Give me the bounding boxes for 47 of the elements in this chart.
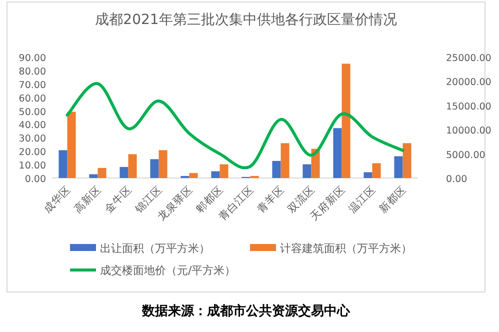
x-tick-label: 新都区 bbox=[376, 182, 409, 216]
bar bbox=[333, 128, 342, 178]
legend-label: 出让面积（万平方米） bbox=[100, 242, 210, 255]
y-tick-label: 50.00 bbox=[18, 106, 46, 118]
bar bbox=[280, 143, 290, 178]
bar bbox=[372, 163, 381, 178]
y-tick-label: 90.00 bbox=[18, 53, 46, 64]
y2-tick-label: 20000.00 bbox=[446, 77, 492, 88]
bar bbox=[394, 156, 403, 178]
bar bbox=[58, 150, 68, 178]
source-note: 数据来源：成都市公共资源交易中心 bbox=[141, 303, 351, 319]
y-tick-label: 30.00 bbox=[18, 134, 46, 145]
bar bbox=[364, 172, 372, 178]
bar bbox=[272, 160, 281, 178]
legend-label: 成交楼面地价（元/平方米） bbox=[100, 264, 236, 277]
y-tick-label: 60.00 bbox=[18, 93, 46, 104]
x-tick-label: 成华区 bbox=[40, 182, 74, 216]
bar bbox=[342, 64, 350, 178]
y-tick-label: 40.00 bbox=[18, 120, 46, 132]
y2-tick-label: 5000.00 bbox=[446, 150, 486, 161]
bar bbox=[158, 150, 168, 178]
bar bbox=[89, 174, 98, 178]
y-tick-label: 0.00 bbox=[24, 174, 46, 185]
bar bbox=[189, 173, 198, 178]
y-tick-label: 80.00 bbox=[18, 66, 46, 78]
y2-tick-label: 0.00 bbox=[446, 174, 468, 185]
bar bbox=[302, 164, 312, 178]
bar bbox=[220, 164, 228, 178]
y2-tick-label: 15000.00 bbox=[446, 101, 492, 112]
y2-tick-label: 10000.00 bbox=[446, 126, 492, 137]
y-tick-label: 20.00 bbox=[18, 147, 46, 158]
y-tick-label: 10.00 bbox=[18, 160, 46, 172]
x-tick-label: 金牛区 bbox=[102, 182, 134, 216]
bar bbox=[402, 143, 412, 178]
bar bbox=[98, 168, 106, 178]
bar bbox=[67, 112, 76, 178]
legend-label: 计容建筑面积（万平方米） bbox=[280, 242, 412, 255]
x-tick-label: 青羊区 bbox=[254, 182, 287, 216]
x-tick-label: 温江区 bbox=[346, 184, 378, 216]
bar bbox=[211, 171, 220, 178]
x-tick-label: 高新区 bbox=[71, 182, 104, 216]
bar bbox=[120, 166, 128, 178]
chart-title: 成都2021年第三批次集中供地各行政区量价情况 bbox=[95, 12, 397, 28]
bar bbox=[128, 154, 137, 178]
y-tick-label: 70.00 bbox=[18, 80, 46, 91]
y2-tick-label: 25000.00 bbox=[446, 53, 492, 64]
bar bbox=[150, 159, 159, 178]
